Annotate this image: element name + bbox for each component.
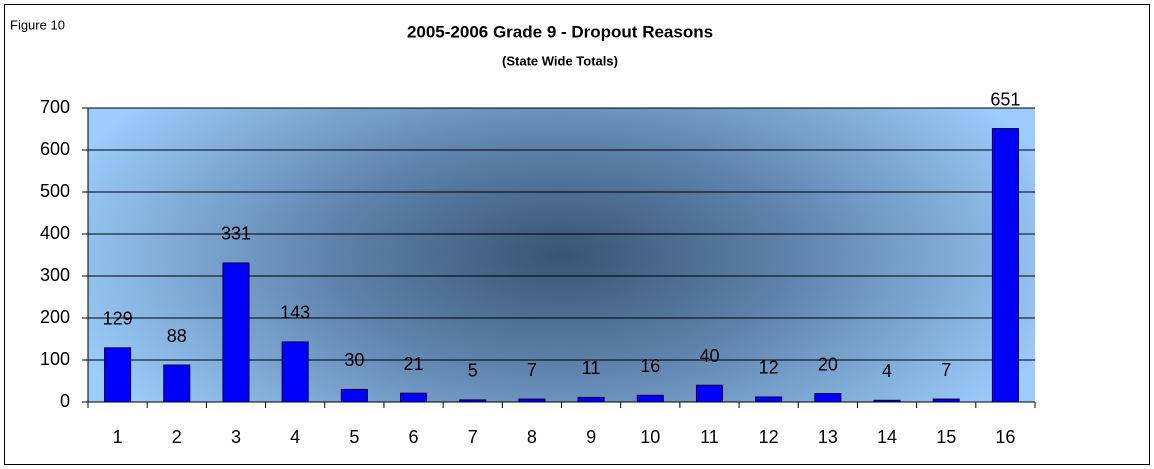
- value-label: 7: [941, 360, 951, 380]
- y-tick-label: 500: [40, 181, 70, 201]
- x-tick-label: 3: [231, 427, 241, 447]
- value-label: 88: [167, 326, 187, 346]
- bar: [991, 128, 1019, 403]
- value-label: 129: [103, 309, 133, 329]
- bar: [459, 399, 487, 403]
- value-label: 4: [882, 361, 892, 381]
- bar: [340, 388, 368, 403]
- x-tick-label: 1: [113, 427, 123, 447]
- bar: [518, 398, 546, 403]
- x-tick-label: 2: [172, 427, 182, 447]
- bar: [695, 384, 723, 403]
- value-label: 16: [640, 356, 660, 376]
- bar: [577, 396, 605, 403]
- x-tick-label: 11: [700, 427, 719, 447]
- bar: [281, 341, 309, 403]
- x-tick-label: 10: [640, 427, 660, 447]
- value-label: 5: [468, 361, 478, 381]
- y-tick-label: 0: [60, 391, 70, 411]
- value-label: 143: [280, 303, 310, 323]
- bar: [400, 392, 428, 403]
- y-tick-label: 400: [40, 223, 70, 243]
- value-label: 12: [759, 358, 779, 378]
- bar: [222, 262, 250, 403]
- value-label: 11: [582, 358, 601, 378]
- x-tick-label: 16: [995, 427, 1015, 447]
- y-tick-label: 300: [40, 265, 70, 285]
- chart-subtitle: (State Wide Totals): [502, 53, 618, 68]
- value-label: 331: [221, 224, 251, 244]
- x-tick-label: 9: [586, 427, 596, 447]
- x-tick-label: 6: [409, 427, 419, 447]
- x-tick-label: 4: [290, 427, 300, 447]
- bar: [163, 364, 191, 403]
- bar: [932, 398, 960, 403]
- chart-title: 2005-2006 Grade 9 - Dropout Reasons: [407, 22, 713, 41]
- x-tick-label: 8: [527, 427, 537, 447]
- x-tick-label: 7: [468, 427, 478, 447]
- value-label: 30: [344, 350, 364, 370]
- y-tick-label: 700: [40, 97, 70, 117]
- x-tick-label: 5: [349, 427, 359, 447]
- x-tick-label: 14: [877, 427, 897, 447]
- value-label: 40: [699, 346, 719, 366]
- bar: [104, 347, 132, 403]
- bar: [873, 399, 901, 403]
- value-label: 7: [527, 360, 537, 380]
- y-tick-label: 100: [40, 349, 70, 369]
- bar: [636, 394, 664, 403]
- value-label: 20: [818, 354, 838, 374]
- x-tick-label: 13: [818, 427, 838, 447]
- y-tick-label: 200: [40, 307, 70, 327]
- value-label: 21: [404, 354, 424, 374]
- value-label: 651: [990, 89, 1020, 109]
- y-tick-label: 600: [40, 139, 70, 159]
- bar: [755, 396, 783, 403]
- x-tick-label: 12: [759, 427, 779, 447]
- figure-label: Figure 10: [10, 17, 65, 32]
- x-tick-label: 15: [936, 427, 956, 447]
- bar: [814, 393, 842, 403]
